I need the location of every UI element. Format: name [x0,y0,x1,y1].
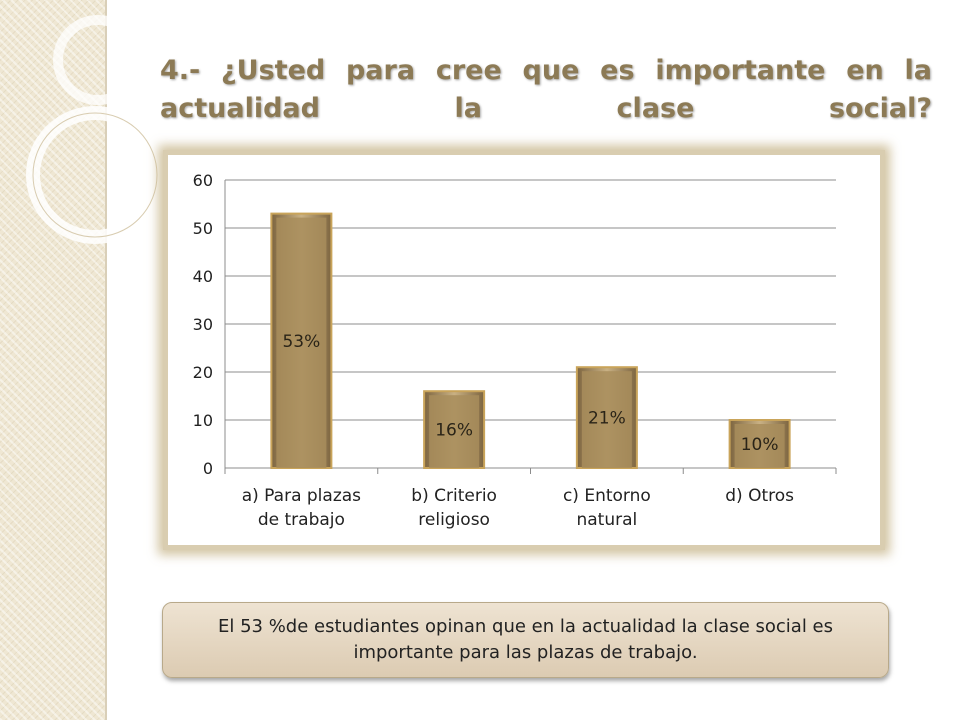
decorative-circles [26,15,160,244]
summary-text: El 53 %de estudiantes opinan que en la a… [217,616,834,663]
summary-box: El 53 %de estudiantes opinan que en la a… [162,602,889,678]
bar-face [429,395,480,468]
category-label: a) Para plazas [242,486,361,506]
y-tick-label: 30 [193,315,213,334]
data-label: 10% [741,435,779,455]
y-tick-label: 60 [193,171,213,190]
bar-face [734,424,785,468]
y-tick-label: 0 [203,459,213,478]
data-label: 53% [282,332,320,352]
data-label: 21% [588,409,626,429]
bar-chart: 0 10 20 30 40 50 60 53% a) Para plazas de trabajo… [193,171,837,530]
slide-title: 4.- ¿Usted para cree que es importante e… [160,55,932,124]
category-label: religioso [418,510,490,530]
category-label: de trabajo [258,510,345,530]
bar-face [581,371,632,468]
category-label: b) Criterio [411,486,497,506]
y-tick-label: 50 [193,219,213,238]
chart-frame: 0 10 20 30 40 50 60 53% a) Para plazas de trabajo… [163,150,885,550]
category-label: d) Otros [725,486,794,506]
category-label: natural [576,510,637,530]
y-tick-label: 40 [193,267,213,286]
y-tick-label: 20 [193,363,213,382]
bar-face [276,217,327,468]
data-label: 16% [435,421,473,441]
side-divider [105,0,107,720]
category-label: c) Entorno [563,486,651,506]
y-tick-label: 10 [193,411,213,430]
